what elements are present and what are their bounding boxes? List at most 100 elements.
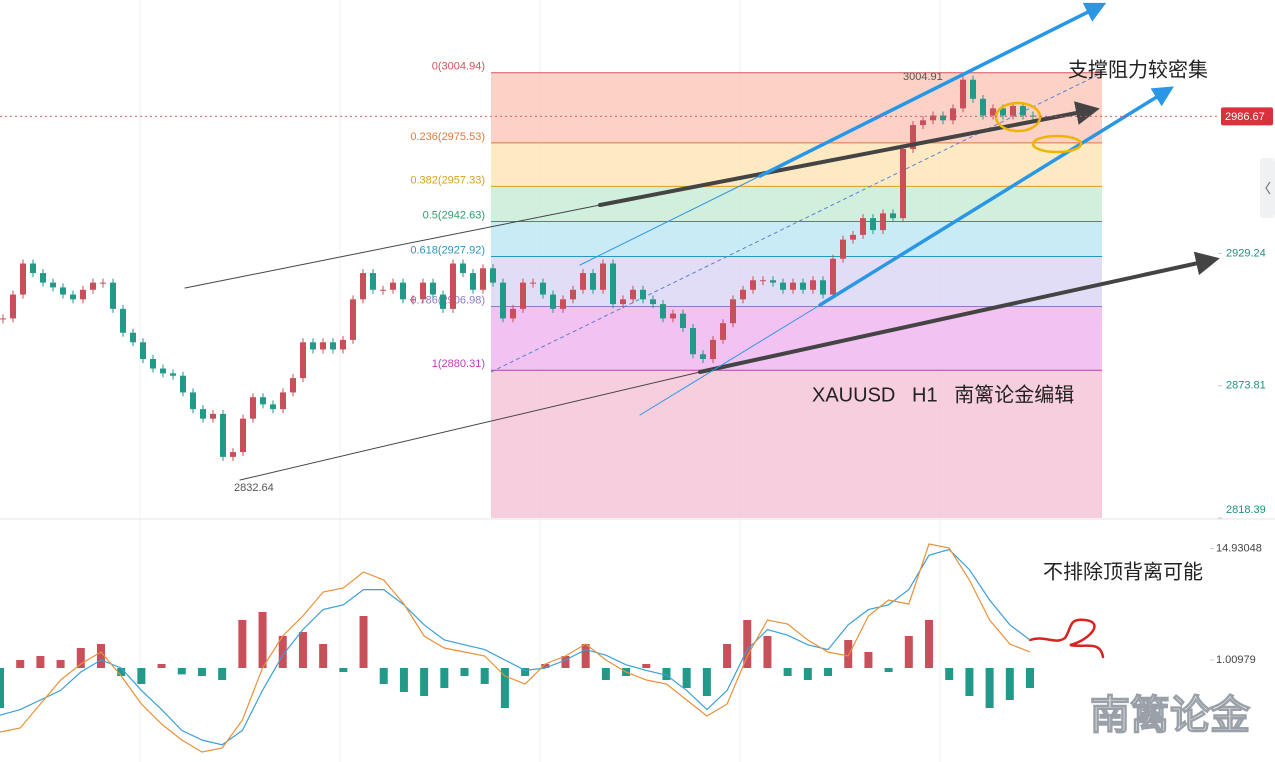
candle	[480, 268, 486, 290]
histogram-bar	[884, 668, 893, 672]
fib-trend-line	[490, 72, 1103, 373]
candle	[240, 418, 246, 453]
candle	[340, 339, 346, 350]
histogram-bar	[1005, 668, 1014, 700]
side-panel-toggle[interactable]	[1260, 158, 1275, 218]
last-price-label: 2986.67	[1225, 111, 1265, 123]
candle	[980, 98, 986, 116]
y-tick-label: 2929.24	[1226, 247, 1266, 259]
histogram-bar	[177, 668, 186, 675]
histogram-bar	[16, 660, 25, 668]
candle	[220, 413, 226, 457]
candle	[830, 258, 836, 295]
histogram-bar	[197, 668, 206, 676]
candle	[500, 282, 506, 319]
histogram-bar	[218, 668, 227, 680]
histogram-bar	[521, 668, 530, 676]
toggle-icon	[1265, 181, 1271, 195]
candle	[520, 282, 526, 309]
histogram-bar	[460, 668, 469, 676]
candle	[930, 115, 936, 121]
histogram-bar	[763, 636, 772, 668]
candle	[10, 294, 16, 319]
candle	[90, 282, 96, 290]
candle	[450, 263, 456, 309]
fib-level-label: 0.618(2927.92)	[410, 244, 485, 256]
candle	[970, 79, 976, 99]
candle	[70, 294, 76, 300]
histogram-bar	[702, 668, 711, 696]
fib-level-label: 0.5(2942.63)	[423, 209, 485, 221]
candle	[230, 452, 236, 457]
histogram-bar	[157, 664, 166, 668]
candle	[990, 108, 996, 116]
candle	[760, 280, 766, 282]
candle	[660, 304, 666, 319]
histogram-bar	[359, 616, 368, 668]
candle	[120, 308, 126, 333]
histogram-bar	[399, 668, 408, 692]
fib-level-label: 0.786(2906.98)	[410, 294, 485, 306]
histogram-bar	[56, 660, 65, 668]
histogram-bar	[238, 620, 247, 668]
candle	[440, 294, 446, 309]
histogram-bar	[743, 620, 752, 668]
candle	[670, 313, 676, 319]
histogram-bar	[824, 668, 833, 676]
histogram-bar	[298, 632, 307, 668]
histogram-bar	[500, 668, 509, 708]
fib-zone	[491, 221, 1102, 257]
candle	[550, 294, 556, 309]
histogram-bar	[258, 612, 267, 668]
candle	[720, 323, 726, 340]
histogram-bar	[965, 668, 974, 696]
histogram-bar	[581, 644, 590, 668]
histogram-bar	[319, 644, 328, 668]
candle	[250, 397, 256, 419]
y-tick-label: 2818.39	[1226, 504, 1266, 516]
histogram-bar	[339, 668, 348, 672]
candle	[360, 273, 366, 300]
histogram-bar	[96, 644, 105, 668]
histogram-bar	[925, 620, 934, 668]
candle	[780, 282, 786, 290]
candle	[740, 289, 746, 300]
candle	[800, 282, 806, 290]
candle	[210, 413, 216, 419]
y-tick-label: 2873.81	[1226, 380, 1266, 392]
annotation: 不排除顶背离可能	[1043, 560, 1203, 583]
candle	[880, 213, 886, 231]
low-label: 2832.64	[234, 482, 274, 494]
fib-level-label: 0(3004.94)	[432, 61, 485, 73]
candle	[620, 299, 626, 305]
macd-line	[0, 543, 1031, 753]
fib-level-label: 0.382(2957.33)	[410, 174, 485, 186]
candle	[630, 289, 636, 300]
candle	[600, 263, 606, 290]
candle	[260, 397, 266, 405]
candle	[370, 273, 376, 290]
candle	[300, 342, 306, 379]
candle	[580, 273, 586, 290]
candle	[160, 368, 166, 374]
histogram-bar	[541, 664, 550, 668]
candle	[150, 359, 156, 369]
histogram-bar	[601, 668, 610, 680]
annotation: 支撑阻力较密集	[1068, 58, 1208, 81]
trend-lines	[184, 2, 1220, 659]
histogram-bar	[642, 664, 651, 668]
candle	[270, 404, 276, 410]
histogram-bar	[76, 648, 85, 668]
candle	[30, 263, 36, 274]
candle	[850, 234, 856, 240]
price-axis: 2929.24 2873.81 2818.39 2986.67	[0, 107, 1273, 519]
candle	[130, 332, 136, 343]
macd-line	[0, 548, 1031, 746]
histogram-bar	[561, 656, 570, 668]
candle	[1020, 105, 1026, 116]
candle	[460, 263, 466, 274]
candle	[870, 218, 876, 231]
candle	[920, 120, 926, 126]
candle	[560, 299, 566, 309]
